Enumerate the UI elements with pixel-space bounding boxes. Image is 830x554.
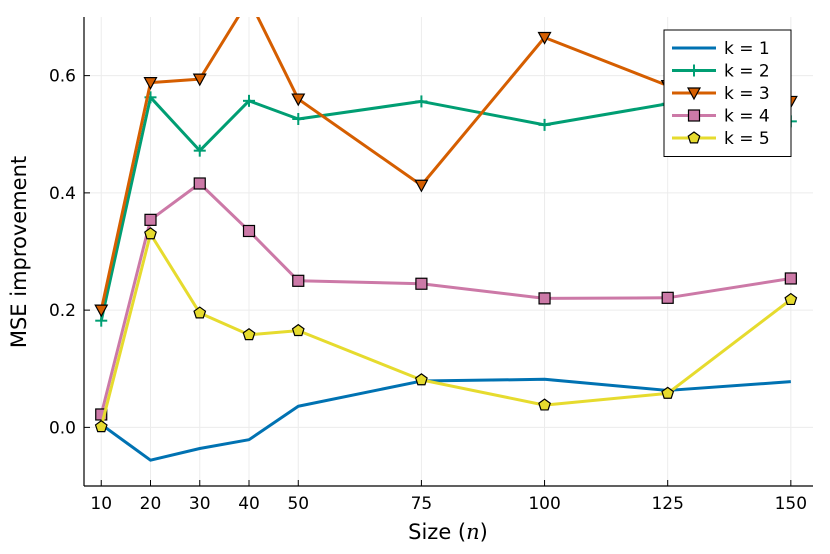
series-1 <box>100 377 791 462</box>
data-point <box>242 224 256 238</box>
x-tick-label: 10 <box>90 494 112 514</box>
data-point <box>193 144 206 157</box>
data-point <box>242 328 256 341</box>
data-point <box>144 227 157 240</box>
y-tick-label: 0.6 <box>49 67 76 87</box>
y-ticks: 0.0 0.2 0.4 0.6 <box>49 67 90 438</box>
data-point <box>661 291 674 304</box>
data-point <box>538 398 551 411</box>
data-point <box>415 277 428 290</box>
y-tick-label: 0.2 <box>49 301 76 321</box>
legend-marker <box>688 64 700 77</box>
data-point <box>143 77 158 90</box>
data-point <box>95 408 108 421</box>
series-line <box>100 377 791 462</box>
legend-label: k = 3 <box>724 84 770 104</box>
x-ticks: 10 20 30 40 50 75 100 125 150 <box>90 480 807 514</box>
data-point <box>784 272 797 285</box>
data-point <box>94 304 109 318</box>
x-tick-label: 150 <box>775 494 807 514</box>
legend-label: k = 4 <box>724 107 770 127</box>
data-point <box>291 93 306 107</box>
x-axis-title: Size (n) <box>408 520 488 544</box>
data-point <box>784 292 798 306</box>
legend-label: k = 2 <box>724 62 770 82</box>
data-point <box>243 94 256 107</box>
legend-marker <box>687 109 701 122</box>
x-tick-label: 20 <box>140 494 162 514</box>
legend-label: k = 5 <box>724 129 770 149</box>
x-tick-label: 30 <box>189 494 211 514</box>
legend-item: k = 1 <box>672 39 770 59</box>
legend-item: k = 3 <box>672 84 770 104</box>
legend-marker <box>687 131 701 144</box>
x-tick-label: 40 <box>238 494 260 514</box>
legend-label: k = 1 <box>724 39 770 59</box>
data-point <box>414 179 429 193</box>
data-point <box>192 73 207 87</box>
data-point <box>537 31 552 45</box>
data-point <box>538 118 551 131</box>
data-point <box>292 274 305 287</box>
axes <box>83 17 813 487</box>
data-point <box>193 306 207 319</box>
series-5 <box>94 227 798 433</box>
data-point <box>243 0 255 5</box>
data-point <box>538 292 551 305</box>
legend-marker <box>686 87 702 101</box>
x-tick-label: 125 <box>651 494 683 514</box>
legend: k = 1 k = 2k = 3 k = 4k = 5 <box>663 29 792 157</box>
series-layer <box>94 0 798 462</box>
data-point <box>414 373 428 386</box>
series-4 <box>95 177 797 421</box>
data-point <box>94 420 108 433</box>
data-point <box>415 95 428 108</box>
data-point <box>193 177 206 190</box>
legend-item: k = 4 <box>672 107 770 127</box>
x-tick-label: 75 <box>411 494 433 514</box>
legend-item: k = 5 <box>672 129 770 149</box>
y-tick-label: 0.0 <box>49 418 76 438</box>
data-point <box>291 323 305 337</box>
data-point <box>292 113 305 126</box>
x-tick-label: 100 <box>528 494 560 514</box>
y-axis-title: MSE improvement <box>7 156 31 348</box>
series-line <box>99 232 792 428</box>
data-point <box>661 386 675 399</box>
x-tick-label: 50 <box>287 494 309 514</box>
y-tick-label: 0.4 <box>49 184 76 204</box>
data-point <box>144 213 157 226</box>
legend-item: k = 2 <box>672 62 770 82</box>
